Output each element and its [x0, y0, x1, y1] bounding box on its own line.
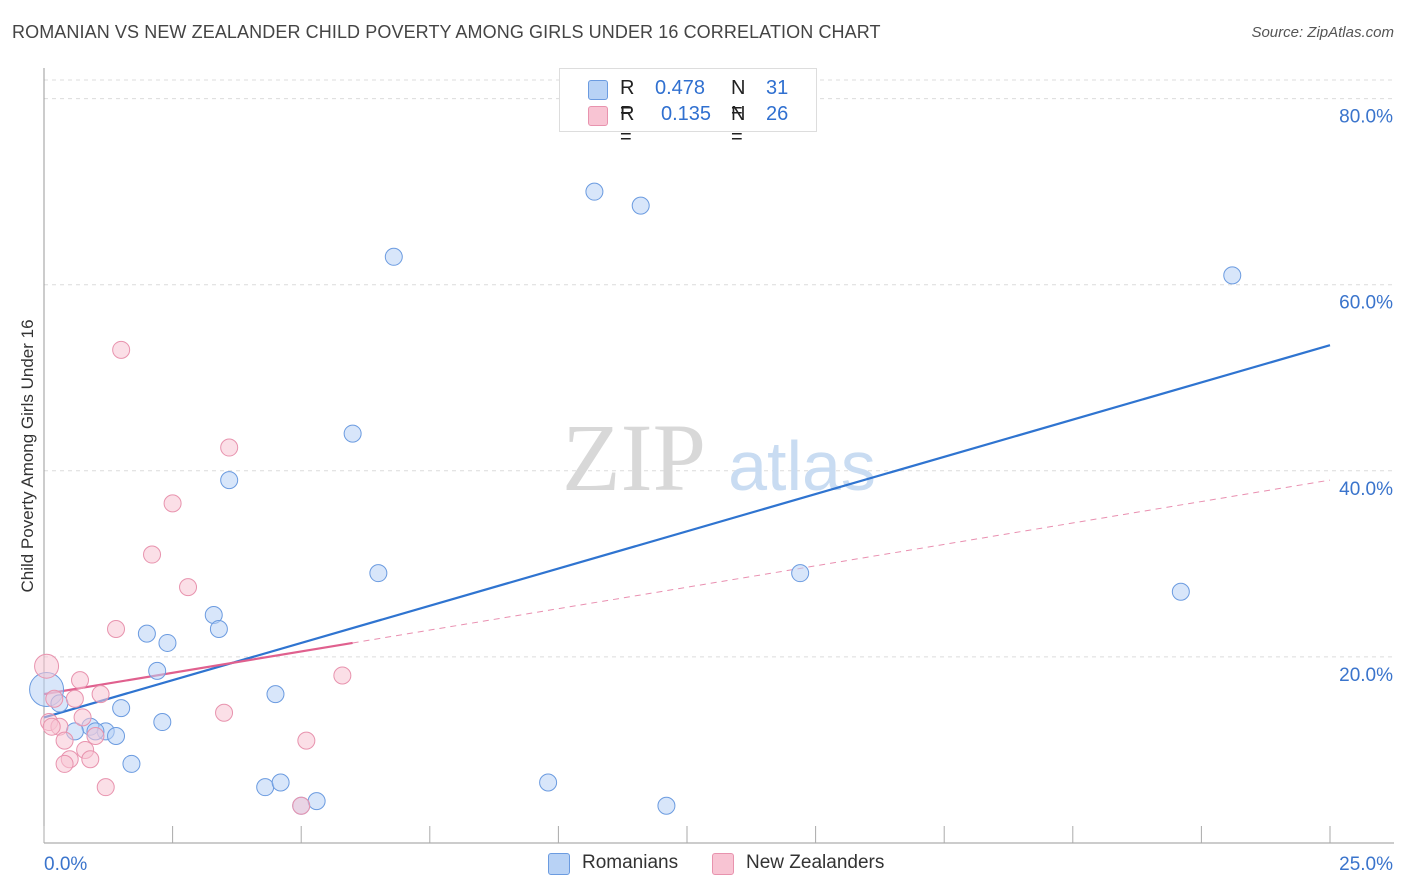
- romanians-point: [307, 792, 326, 811]
- new-zealanders-point: [220, 438, 239, 457]
- romanians-point: [153, 713, 172, 732]
- new-zealanders-trend-extension: [352, 479, 1331, 644]
- watermark: ZIP atlas: [562, 404, 876, 511]
- new-zealanders-point: [292, 796, 311, 815]
- romanians-point: [631, 196, 650, 215]
- romanians-point: [137, 624, 156, 643]
- n-label: N =: [731, 103, 746, 148]
- legend-label: Romanians: [582, 852, 679, 873]
- new-zealanders-point: [112, 340, 131, 359]
- romanians-point: [1223, 266, 1242, 285]
- n-value: 26: [766, 103, 789, 125]
- romanians-point: [343, 424, 362, 443]
- y-tick-label: 40.0%: [1339, 479, 1393, 500]
- new-zealanders-point: [55, 731, 74, 750]
- n-value: 31: [766, 77, 789, 99]
- grid-lines: [44, 79, 1394, 658]
- romanians-point: [539, 773, 558, 792]
- r-label: R =: [620, 103, 635, 148]
- new-zealanders-point: [65, 689, 84, 708]
- new-zealanders-point: [71, 671, 90, 690]
- n-label: N =: [731, 77, 746, 122]
- new-zealanders-point: [179, 578, 198, 597]
- chart-title: ROMANIAN VS NEW ZEALANDER CHILD POVERTY …: [12, 22, 881, 42]
- new-zealanders-point: [81, 750, 100, 769]
- romanians-point: [369, 564, 388, 583]
- y-tick-label: 20.0%: [1339, 665, 1393, 686]
- y-tick-labels: 20.0% 40.0% 60.0% 80.0%: [1339, 107, 1393, 686]
- romanians-point: [158, 633, 177, 652]
- y-tick-label: 60.0%: [1339, 293, 1393, 314]
- new-zealanders-swatch: [588, 106, 608, 126]
- source-label: Source: ZipAtlas.com: [1251, 24, 1394, 41]
- watermark-zip: ZIP: [562, 404, 706, 511]
- new-zealanders-point: [96, 778, 115, 797]
- new-zealanders-point: [91, 685, 110, 704]
- new-zealanders-trend-line: [43, 641, 353, 696]
- new-zealanders-point: [34, 653, 60, 679]
- new-zealanders-point: [163, 494, 182, 513]
- romanians-point: [107, 726, 126, 745]
- new-zealanders-point: [333, 666, 352, 685]
- new-zealanders-point: [42, 717, 61, 736]
- r-value: 0.135: [661, 103, 712, 125]
- correlation-legend: R = 0.478 N = 31 R = 0.135 N = 26: [559, 68, 817, 148]
- romanians-point: [122, 754, 141, 773]
- new-zealanders-point: [73, 708, 92, 727]
- y-tick-label: 80.0%: [1339, 107, 1393, 128]
- romanians-point: [209, 619, 228, 638]
- new-zealanders-point: [86, 726, 105, 745]
- x-tick-label: 25.0%: [1339, 854, 1393, 875]
- new-zealanders-point: [297, 731, 316, 750]
- romanians-point: [220, 471, 239, 490]
- romanians-point: [384, 247, 403, 266]
- romanians-point: [112, 699, 131, 718]
- romanians-point: [791, 564, 810, 583]
- watermark-atlas: atlas: [728, 427, 876, 505]
- romanians-point: [256, 778, 275, 797]
- new-zealanders-point: [45, 689, 64, 708]
- x-tick-label: 0.0%: [44, 854, 87, 875]
- new-zealanders-point: [215, 703, 234, 722]
- new-zealanders-point: [107, 619, 126, 638]
- romanians-swatch: [548, 853, 570, 875]
- romanians-point: [585, 182, 604, 201]
- romanians-point: [271, 773, 290, 792]
- new-zealanders-swatch: [712, 853, 734, 875]
- series-new-zealanders: [34, 340, 352, 815]
- y-axis-label: Child Poverty Among Girls Under 16: [18, 319, 37, 593]
- r-label: R =: [620, 77, 635, 122]
- romanians-trend-line: [43, 344, 1331, 719]
- x-tick-labels: 0.0% 25.0%: [44, 854, 1393, 875]
- axes: [43, 68, 1394, 844]
- legend-label: New Zealanders: [746, 852, 885, 873]
- trend-lines: [43, 344, 1331, 719]
- romanians-point: [1171, 582, 1190, 601]
- romanians-point: [657, 796, 676, 815]
- romanians-point: [266, 685, 285, 704]
- new-zealanders-point: [143, 545, 162, 564]
- r-value: 0.478: [655, 77, 706, 99]
- romanians-point: [148, 661, 167, 680]
- new-zealanders-point: [55, 754, 74, 773]
- romanians-swatch: [588, 80, 608, 100]
